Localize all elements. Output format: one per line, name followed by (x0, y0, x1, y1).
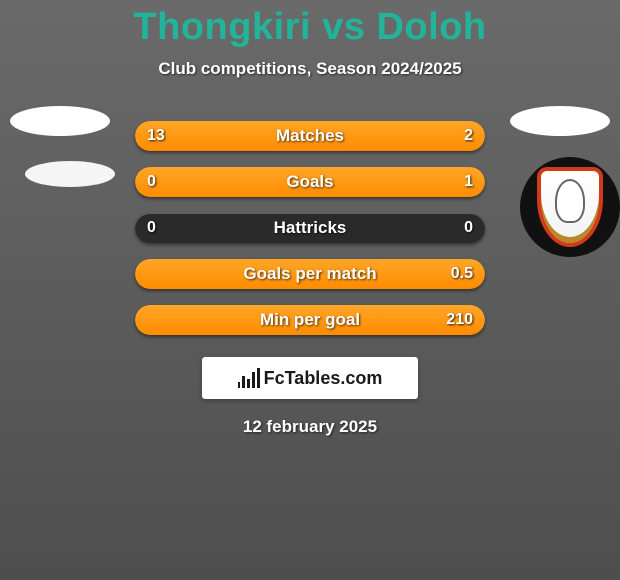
stat-label: Goals (286, 172, 333, 192)
stat-value-right: 210 (446, 311, 473, 329)
stat-value-right: 0 (464, 219, 473, 237)
stats-area: 13 2 Matches 0 1 Goals 0 0 Hattricks 0.5 Goals per… (0, 121, 620, 335)
player-b-name: Doloh (376, 6, 486, 48)
stat-value-right: 2 (464, 127, 473, 145)
stat-label: Hattricks (274, 218, 347, 238)
page-title: Thongkiri vs Doloh (133, 6, 486, 49)
stat-row: 13 2 Matches (135, 121, 485, 151)
date-text: 12 february 2025 (243, 417, 377, 437)
stat-label: Goals per match (243, 264, 376, 284)
player-b-club-crest (520, 157, 620, 257)
comparison-card: Thongkiri vs Doloh Club competitions, Se… (0, 0, 620, 580)
stat-value-left: 0 (147, 219, 156, 237)
stat-fill-right (440, 121, 486, 151)
stat-row: 210 Min per goal (135, 305, 485, 335)
branding-text: FcTables.com (264, 368, 383, 389)
stat-label: Matches (276, 126, 344, 146)
stat-rows: 13 2 Matches 0 1 Goals 0 0 Hattricks 0.5 Goals per… (135, 121, 485, 335)
stat-label: Min per goal (260, 310, 360, 330)
vs-text: vs (322, 6, 365, 48)
subtitle: Club competitions, Season 2024/2025 (158, 59, 461, 79)
stat-value-right: 1 (464, 173, 473, 191)
bar-chart-icon (238, 368, 260, 388)
branding-badge: FcTables.com (202, 357, 418, 399)
player-a-avatar-placeholder (10, 106, 110, 136)
stat-row: 0.5 Goals per match (135, 259, 485, 289)
stat-row: 0 1 Goals (135, 167, 485, 197)
stat-value-right: 0.5 (451, 265, 473, 283)
stat-value-left: 13 (147, 127, 165, 145)
player-b-avatar-placeholder (510, 106, 610, 136)
player-a-club-placeholder (25, 161, 115, 187)
player-a-name: Thongkiri (133, 6, 311, 48)
stat-row: 0 0 Hattricks (135, 213, 485, 243)
shield-icon (537, 167, 603, 247)
stat-value-left: 0 (147, 173, 156, 191)
